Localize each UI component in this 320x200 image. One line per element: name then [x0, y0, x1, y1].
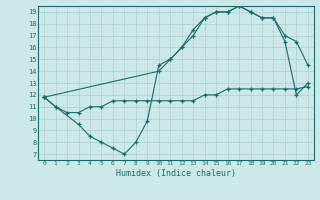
X-axis label: Humidex (Indice chaleur): Humidex (Indice chaleur) [116, 169, 236, 178]
